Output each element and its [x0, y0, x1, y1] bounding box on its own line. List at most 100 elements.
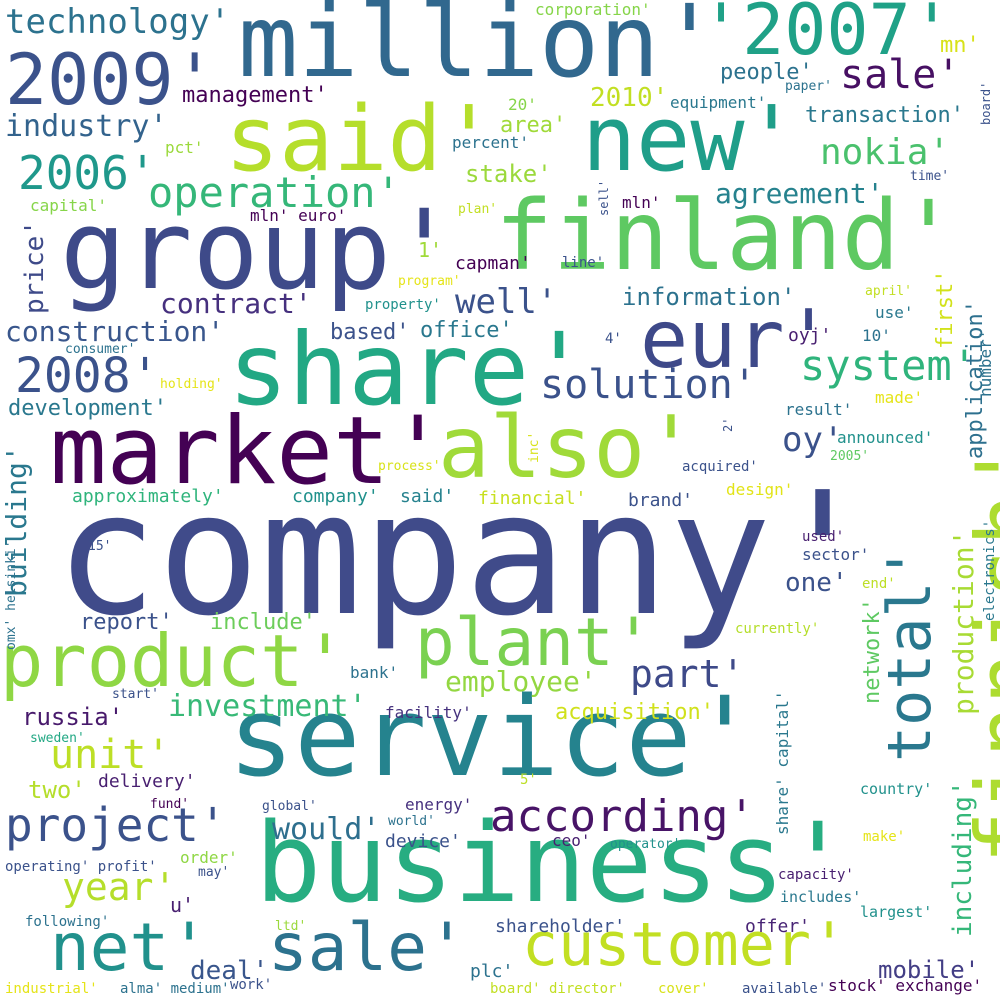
- word-approximately: approximately': [72, 486, 224, 507]
- word-plant: plant': [415, 604, 654, 681]
- word-management: management': [182, 83, 328, 108]
- word-omx-helsinki: omx' helsinki': [4, 540, 19, 650]
- word-production: production': [947, 529, 980, 715]
- word-offer: offer': [745, 916, 811, 937]
- word-share-capital: share' capital': [773, 690, 792, 836]
- word-acquired: acquired': [682, 459, 758, 475]
- word-device: device': [385, 831, 461, 852]
- word-2010: 2010': [590, 83, 669, 113]
- word-report: report': [80, 610, 173, 635]
- word-group: group': [60, 186, 458, 314]
- word-solution: solution': [540, 362, 757, 408]
- word-customer: customer': [522, 910, 848, 980]
- word-oyj: oyj': [788, 325, 832, 346]
- word-make: make': [863, 829, 906, 845]
- word-board-director: board' director': [490, 981, 625, 997]
- word-mn: mn': [940, 33, 980, 58]
- word-market: market': [50, 397, 447, 506]
- word-according: according': [490, 791, 755, 842]
- word-equipment: equipment': [670, 93, 767, 112]
- word-investment: investment': [168, 689, 367, 724]
- word-used: used': [802, 529, 845, 545]
- word-also: also': [438, 398, 697, 498]
- word-energy: energy': [405, 795, 473, 814]
- word-4: 4': [605, 331, 622, 347]
- word-said: said': [400, 486, 455, 507]
- word-announced: announced': [837, 428, 934, 447]
- word-financial: financial': [478, 488, 587, 509]
- word-order: order': [180, 848, 238, 867]
- word-percent: percent': [452, 133, 530, 152]
- word-include: include': [210, 610, 316, 635]
- word-mobile: mobile': [878, 956, 980, 984]
- word-sale: sale': [840, 52, 961, 98]
- word-cover: cover': [658, 981, 709, 997]
- word-10: 10': [862, 326, 891, 345]
- word-available: available': [742, 981, 827, 997]
- word-construction: construction': [5, 315, 225, 348]
- word-sell: sell': [597, 179, 611, 216]
- word-ceo: ceo': [552, 831, 591, 850]
- word-finland: finland': [495, 180, 958, 292]
- word-2009: 2009': [5, 39, 216, 121]
- word-includes: includes': [780, 888, 862, 906]
- word-stake: stake': [465, 160, 552, 188]
- word-deal: deal': [190, 956, 269, 986]
- word-paper: paper': [785, 79, 832, 94]
- word-information: information': [622, 283, 796, 311]
- word-company: company': [55, 456, 874, 654]
- word-million: million': [238, 0, 720, 100]
- word-operating-profit: operating' profit': [5, 859, 157, 875]
- word-nokia: nokia': [820, 132, 951, 173]
- word-board: board': [979, 81, 993, 125]
- word-one: one': [785, 568, 848, 598]
- word-sector: sector': [802, 545, 870, 564]
- word-oy: oy': [782, 420, 844, 460]
- word-currently: currently': [735, 621, 820, 637]
- word-well: well': [455, 282, 558, 322]
- word-property: property': [365, 297, 441, 313]
- word-shareholder: shareholder': [495, 916, 626, 937]
- word-net: net': [50, 909, 209, 986]
- word-process: process': [378, 459, 441, 474]
- word-would: would': [272, 812, 381, 847]
- word-employee: employee': [445, 665, 597, 698]
- word-based: based': [330, 320, 410, 345]
- word-following: following': [25, 914, 110, 930]
- word-use: use': [875, 303, 914, 322]
- word-capacity: capacity': [778, 867, 854, 883]
- word-two: two': [28, 776, 86, 804]
- word-corporation: corporation': [535, 0, 651, 19]
- word-number: number': [976, 329, 995, 397]
- word-transaction: transaction': [805, 103, 964, 128]
- word-eur: eur': [640, 293, 833, 386]
- word-sale: sale': [268, 909, 467, 986]
- word-area: area': [500, 113, 567, 138]
- word-company: company': [292, 486, 379, 507]
- word-ltd: ltd': [275, 919, 307, 934]
- word-start: start': [112, 687, 159, 702]
- word-may: may': [198, 865, 230, 880]
- word-delivery: delivery': [98, 771, 196, 792]
- word-russia: russia': [22, 703, 124, 731]
- word-design: design': [726, 480, 794, 499]
- word-15: 15': [88, 539, 112, 554]
- word-said: said': [225, 87, 496, 192]
- word-mln: mln': [622, 193, 661, 212]
- word-people: people': [720, 60, 813, 85]
- word-stock-exchange: stock' exchange': [828, 976, 983, 995]
- word-april: april': [865, 284, 912, 299]
- word-2008: 2008': [15, 348, 160, 404]
- word-alma-medium: alma' medium': [120, 981, 230, 997]
- word-consumer: consumer': [65, 342, 136, 357]
- word-made: made': [875, 388, 924, 407]
- word-line: line': [562, 255, 605, 271]
- word-mln-euro: mln' euro': [250, 206, 347, 225]
- word-plan: plan': [458, 202, 498, 217]
- word-capital: capital': [30, 196, 108, 215]
- word-new: new': [582, 87, 799, 192]
- word-service: service': [228, 673, 758, 801]
- word-time: time': [910, 169, 950, 184]
- word-industry: industry': [5, 109, 168, 144]
- word-result: result': [785, 400, 853, 419]
